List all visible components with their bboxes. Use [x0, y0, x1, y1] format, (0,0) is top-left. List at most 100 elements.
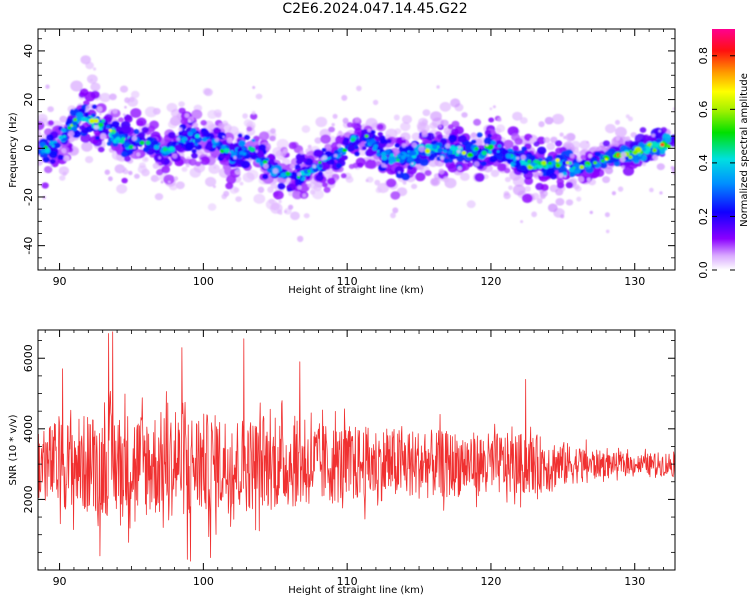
heatmap-cell [632, 150, 638, 156]
heatmap-cell [660, 143, 665, 147]
spectrogram-xtick-label: 110 [337, 275, 358, 288]
heatmap-speckle [62, 171, 67, 176]
heatmap-speckle [192, 122, 199, 128]
heatmap-cell [443, 149, 448, 154]
heatmap-cell [163, 174, 175, 185]
heatmap-cell [602, 176, 611, 184]
heatmap-cell [532, 170, 540, 178]
heatmap-cell [73, 118, 77, 122]
heatmap-cell [186, 136, 192, 141]
heatmap-cell [86, 126, 94, 133]
heatmap-cell [400, 155, 406, 160]
heatmap-cell [569, 172, 575, 178]
heatmap-speckle [331, 123, 335, 127]
heatmap-cell [579, 165, 585, 170]
heatmap-cell [567, 161, 573, 165]
heatmap-cell [521, 146, 528, 152]
heatmap-speckle [242, 113, 248, 119]
heatmap-cell [512, 162, 516, 166]
heatmap-cell [98, 122, 104, 128]
heatmap-cell [217, 131, 227, 140]
heatmap-cell [461, 150, 467, 155]
heatmap-cell [153, 140, 159, 146]
heatmap-cell [555, 163, 561, 168]
heatmap-cell [490, 140, 497, 146]
heatmap-cell [81, 141, 93, 152]
heatmap-cell [207, 109, 218, 119]
heatmap-speckle [356, 85, 362, 92]
heatmap-speckle [226, 137, 233, 144]
heatmap-cell [201, 137, 208, 143]
snr-ytick-label: 6000 [22, 344, 35, 372]
heatmap-speckle [139, 146, 143, 150]
heatmap-speckle [411, 142, 417, 148]
heatmap-cell [541, 160, 547, 166]
heatmap-cell [375, 152, 381, 157]
heatmap-cell [555, 198, 565, 206]
heatmap-cell [524, 186, 531, 192]
heatmap-cell [218, 144, 222, 148]
heatmap-cell [630, 132, 637, 138]
heatmap-cell [320, 134, 331, 144]
heatmap-speckle [659, 191, 663, 195]
heatmap-speckle [615, 136, 621, 141]
heatmap-cell [318, 164, 323, 169]
heatmap-speckle [625, 114, 630, 119]
heatmap-cell [656, 163, 665, 171]
heatmap-cell [301, 125, 311, 133]
heatmap-cell [47, 106, 54, 113]
heatmap-cell [224, 167, 232, 175]
heatmap-speckle [445, 143, 451, 149]
heatmap-cell [120, 151, 128, 158]
heatmap-cell [570, 140, 581, 150]
heatmap-cell [237, 133, 243, 138]
heatmap-cell [200, 120, 207, 126]
heatmap-cell [443, 158, 450, 164]
heatmap-cell [342, 148, 347, 152]
heatmap-cell [401, 172, 410, 181]
heatmap-speckle [576, 196, 582, 202]
heatmap-speckle [473, 161, 480, 167]
heatmap-cell [57, 154, 64, 160]
heatmap-cell [130, 108, 142, 118]
snr-axes: 90 100 110 120 130 2000 4000 6000 [22, 330, 675, 588]
heatmap-speckle [489, 107, 493, 111]
heatmap-speckle [122, 113, 126, 116]
heatmap-cell [215, 112, 222, 118]
heatmap-cell [243, 134, 250, 140]
heatmap-speckle [310, 189, 316, 195]
heatmap-cell [524, 177, 534, 185]
heatmap-cell [208, 163, 220, 174]
heatmap-speckle [621, 165, 625, 169]
heatmap-cell [388, 155, 396, 162]
snr-xtick-label: 110 [337, 575, 358, 588]
heatmap-cell [119, 85, 129, 93]
heatmap-speckle [438, 168, 445, 175]
snr-xtick-label: 100 [193, 575, 214, 588]
heatmap-speckle [341, 94, 348, 101]
heatmap-cell [364, 134, 369, 138]
heatmap-cell [398, 145, 408, 154]
heatmap-cell [401, 115, 413, 124]
heatmap-cell [552, 113, 565, 125]
heatmap-cell [416, 121, 427, 130]
heatmap-speckle [267, 186, 274, 193]
heatmap-cell [335, 163, 342, 169]
heatmap-cell [377, 132, 383, 137]
heatmap-speckle [520, 220, 524, 224]
heatmap-cell [400, 122, 411, 132]
heatmap-cell [449, 145, 457, 151]
heatmap-cell [395, 158, 400, 162]
heatmap-cell [194, 138, 200, 144]
heatmap-cell [321, 147, 327, 153]
colorbar-label: Normalized spectral amplitude [739, 73, 750, 227]
heatmap-cell [187, 131, 193, 136]
heatmap-speckle [288, 191, 293, 197]
heatmap-speckle [392, 207, 399, 214]
heatmap-cell [79, 125, 86, 131]
heatmap-speckle [307, 183, 312, 188]
heatmap-cell [496, 150, 500, 153]
heatmap-speckle [440, 155, 445, 160]
heatmap-speckle [223, 190, 230, 197]
heatmap-cell [184, 142, 194, 151]
